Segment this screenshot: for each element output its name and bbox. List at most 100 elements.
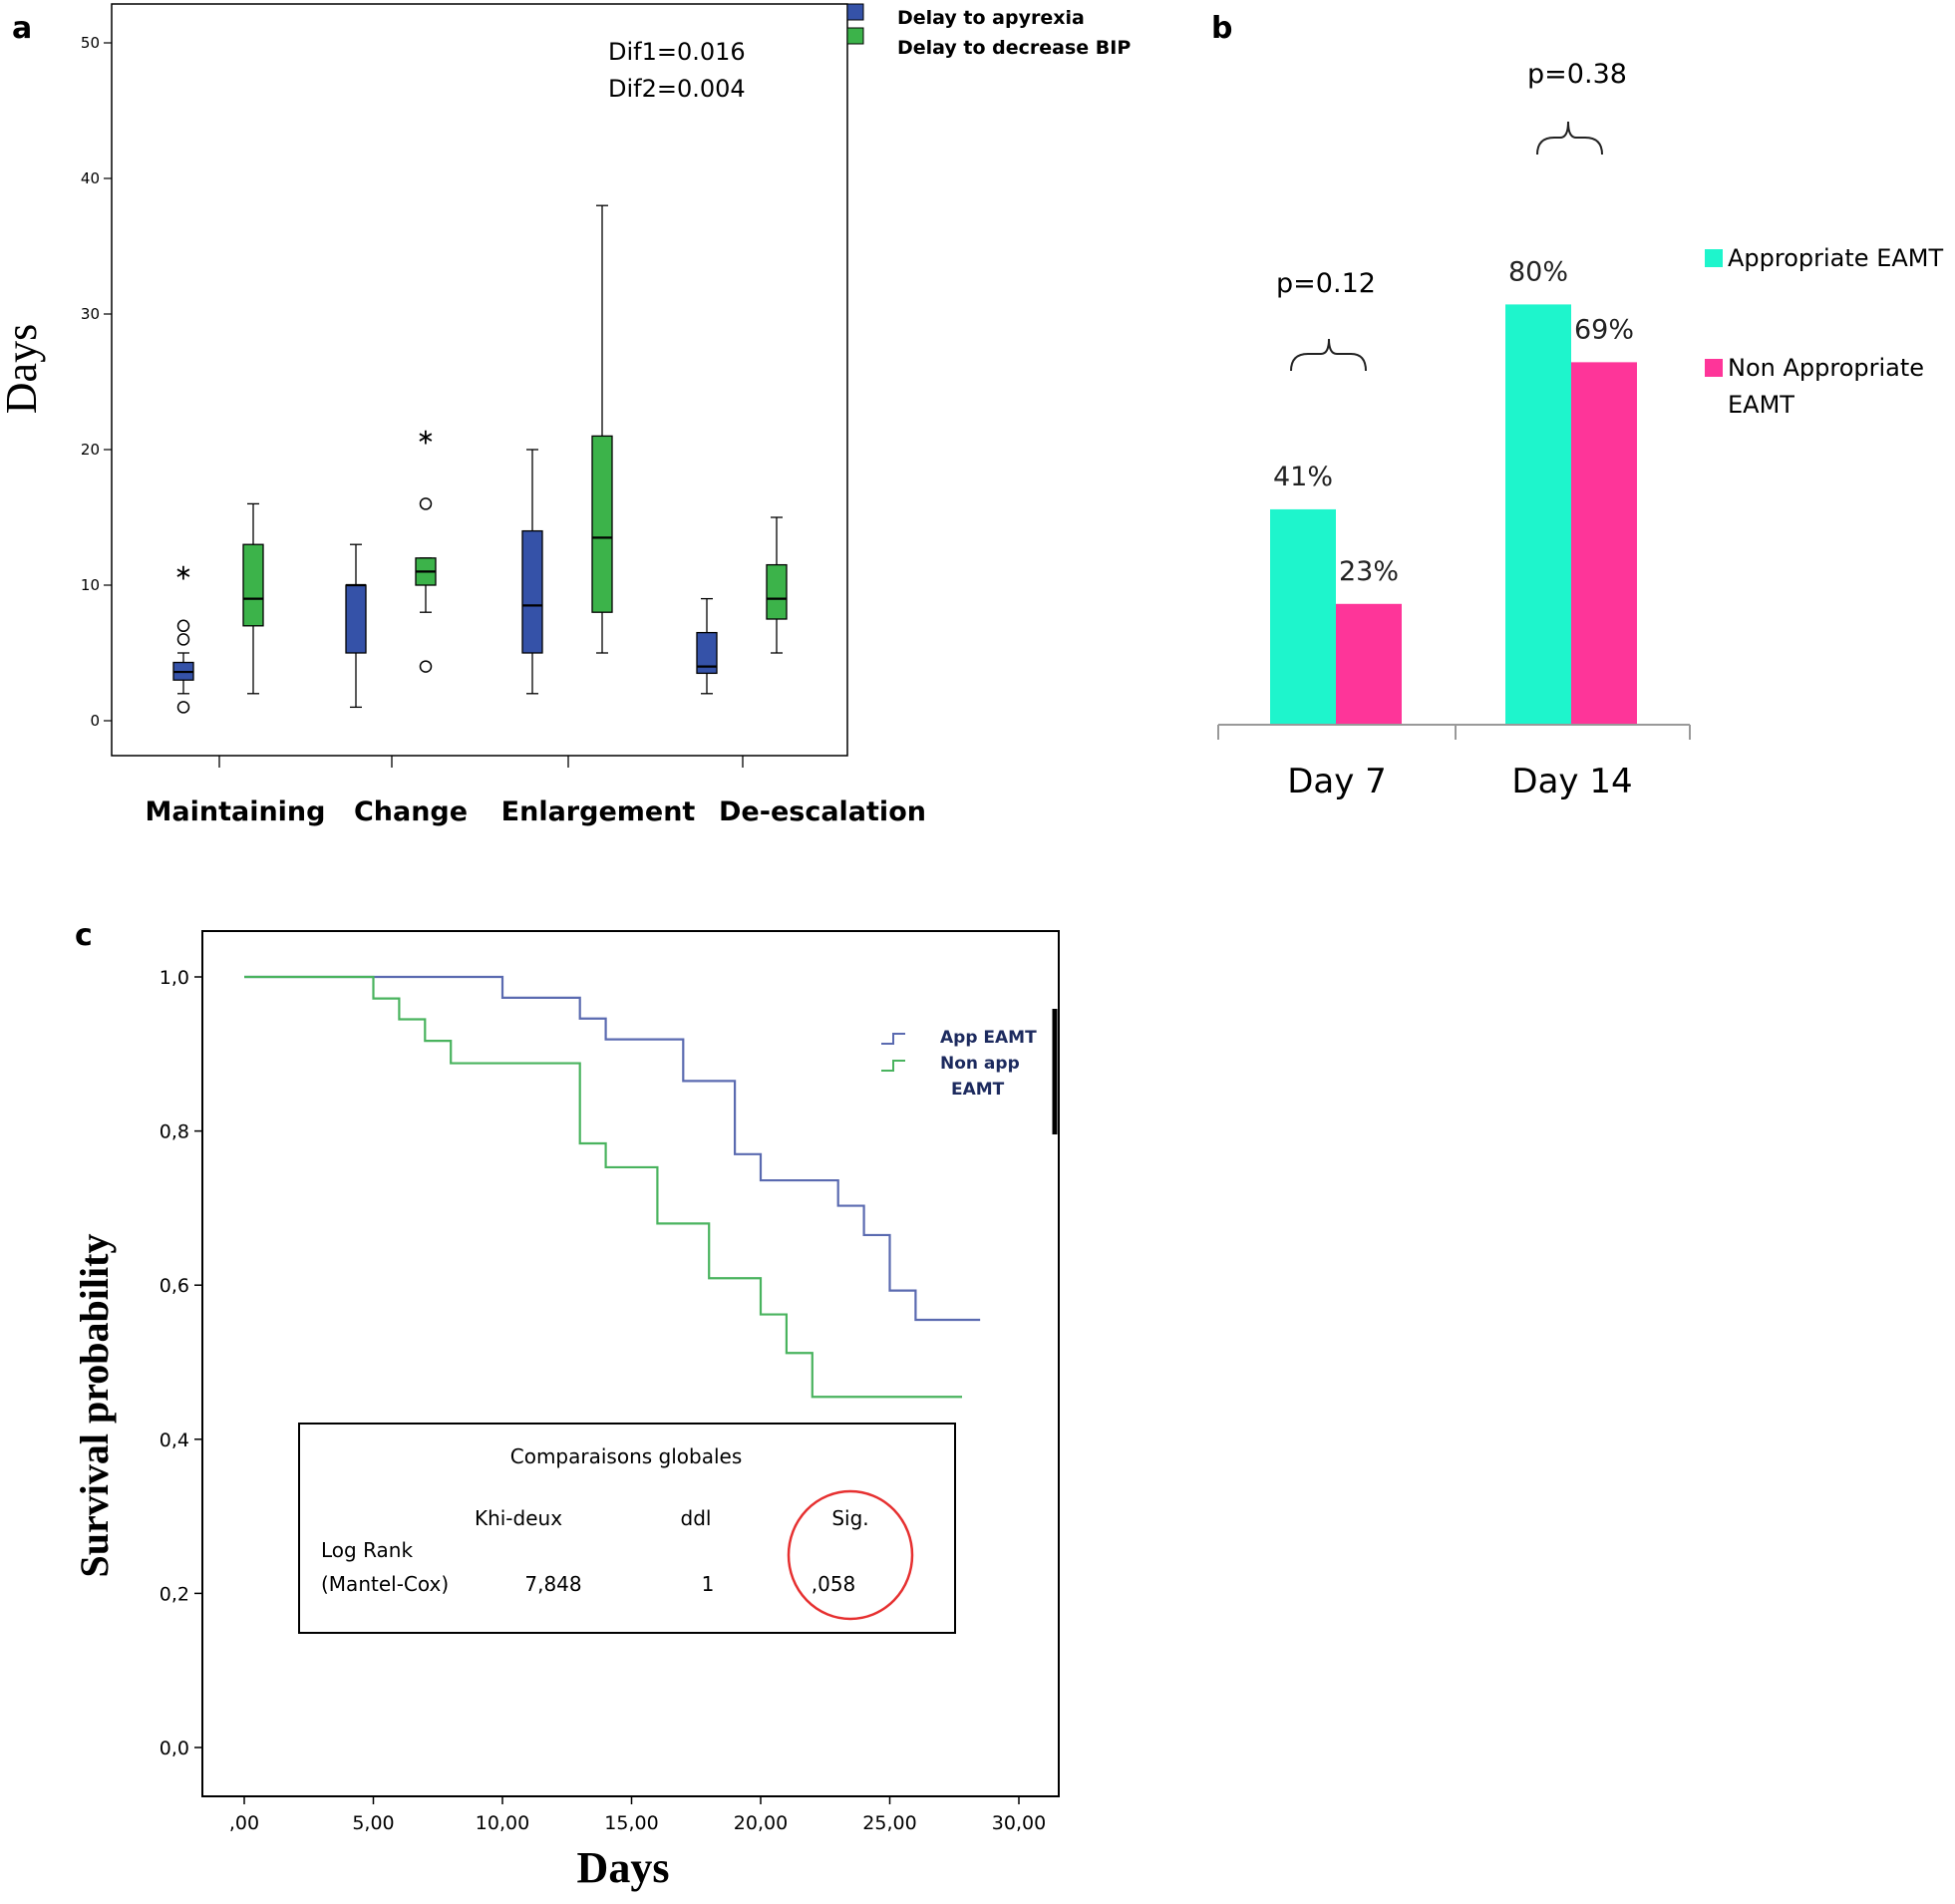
box-outlier xyxy=(176,701,190,714)
legend-swatch-non-appropriate xyxy=(1705,359,1723,377)
pvalue-day7: p=0.12 xyxy=(1276,268,1376,299)
legend-label-nonapp: Non app xyxy=(940,1054,1020,1074)
bar-value-label: 80% xyxy=(1508,256,1568,287)
survival-curve-nonapp xyxy=(244,975,963,1399)
boxplot-boxes: ∗∗ xyxy=(172,204,788,714)
x-axis-label: Days xyxy=(577,1843,670,1892)
y-tick-label: 20 xyxy=(81,441,100,459)
x-axis-ticks: ,00 5,00 10,00 15,00 20,00 25,00 30,00 xyxy=(229,1796,1046,1834)
box-outlier xyxy=(176,633,190,646)
box-extreme: ∗ xyxy=(174,560,192,585)
legend-swatch-app xyxy=(881,1033,905,1045)
brace-day14 xyxy=(1536,121,1603,156)
x-category-label: De-escalation xyxy=(719,796,926,827)
panel-label-b: b xyxy=(1211,11,1232,46)
bar-value-label: 41% xyxy=(1273,462,1333,492)
legend-label-nonapp-2: EAMT xyxy=(951,1080,1005,1100)
y-tick-label: 0,4 xyxy=(160,1429,189,1451)
bar-appropriate-0 xyxy=(1270,508,1336,725)
brace-day7 xyxy=(1290,338,1367,372)
box-extreme: ∗ xyxy=(417,425,435,450)
y-tick-label: 0,6 xyxy=(160,1275,189,1297)
box-iqr xyxy=(766,563,788,620)
stats-value-sig: ,058 xyxy=(812,1572,856,1596)
box-iqr xyxy=(242,543,264,627)
legend-label-app: App EAMT xyxy=(940,1028,1037,1048)
stats-value-khi: 7,848 xyxy=(524,1572,581,1596)
box-outlier xyxy=(419,660,433,673)
stats-header-ddl: ddl xyxy=(681,1506,712,1530)
box-enlargement-apyrexia xyxy=(521,449,543,695)
box-change-bip: ∗ xyxy=(415,425,437,673)
legend-swatch-appropriate xyxy=(1705,249,1723,267)
x-category-label: Enlargement xyxy=(501,796,696,827)
legend-label-non-appropriate: Non Appropriate xyxy=(1728,354,1924,382)
x-axis-categories: Maintaining Change Enlargement De-escalatio… xyxy=(146,756,926,827)
box-outlier xyxy=(419,497,433,510)
pvalue-day14: p=0.38 xyxy=(1527,59,1627,90)
sig-highlight-circle xyxy=(787,1489,914,1621)
y-tick-label: 0,0 xyxy=(160,1738,189,1759)
x-tick-label: 20,00 xyxy=(734,1812,788,1834)
survival-curve-app xyxy=(244,975,981,1322)
stats-row-label-1: Log Rank xyxy=(321,1538,413,1562)
stats-value-ddl: 1 xyxy=(702,1572,715,1596)
box-de-escalation-apyrexia xyxy=(696,597,718,695)
box-enlargement-bip xyxy=(591,204,613,654)
stats-table-title: Comparaisons globales xyxy=(510,1444,743,1468)
box-outlier xyxy=(176,619,190,633)
y-tick-label: 40 xyxy=(81,169,100,187)
bar-non-appropriate-0 xyxy=(1336,603,1402,725)
y-axis-ticks: 0,0 0,2 0,4 0,6 0,8 1,0 xyxy=(160,967,202,1759)
legend-label-bip: Delay to decrease BIP xyxy=(897,37,1131,59)
x-tick-label: 15,00 xyxy=(604,1812,658,1834)
panel-a-boxplot: 0 10 20 30 40 50 Days Dif1=0.016 Dif2=0.004 D… xyxy=(0,3,1131,827)
legend-label-non-appropriate-2: EAMT xyxy=(1728,391,1794,419)
panel-label-a: a xyxy=(12,11,32,46)
legend-swatch-bip xyxy=(846,27,864,45)
legend-swatch-nonapp xyxy=(881,1060,905,1072)
x-category-label: Maintaining xyxy=(146,796,326,827)
y-tick-label: 10 xyxy=(81,576,100,594)
y-axis-ticks: 0 10 20 30 40 50 xyxy=(81,34,112,730)
legend-label-appropriate: Appropriate EAMT xyxy=(1728,244,1943,272)
plot-frame xyxy=(111,3,848,757)
y-tick-label: 1,0 xyxy=(160,967,189,989)
plot-frame xyxy=(201,930,1060,1797)
x-tick-label: 5,00 xyxy=(352,1812,394,1834)
bar-value-label: 69% xyxy=(1574,314,1634,345)
y-axis-label: Survival probability xyxy=(72,1234,117,1578)
legend-label-apyrexia: Delay to apyrexia xyxy=(897,7,1085,29)
bar-appropriate-1 xyxy=(1505,304,1571,725)
x-tick-label: ,00 xyxy=(229,1812,259,1834)
survival-curves xyxy=(244,975,981,1399)
stats-table xyxy=(298,1423,956,1634)
bar-non-appropriate-1 xyxy=(1571,362,1637,725)
annotation-dif1: Dif1=0.016 xyxy=(608,38,746,66)
box-iqr xyxy=(696,631,718,675)
y-tick-label: 0,2 xyxy=(160,1583,189,1605)
box-iqr xyxy=(521,529,543,654)
y-axis-label: Days xyxy=(0,324,46,414)
panel-c-survival: 0,0 0,2 0,4 0,6 0,8 1,0 ,00 5,00 10,00 15,00 20,0… xyxy=(72,930,1060,1892)
stats-header-khi: Khi-deux xyxy=(475,1506,562,1530)
y-tick-label: 0,8 xyxy=(160,1121,189,1143)
x-tick-label: 30,00 xyxy=(992,1812,1046,1834)
box-de-escalation-bip xyxy=(766,516,788,654)
stats-row-label-2: (Mantel-Cox) xyxy=(321,1572,449,1596)
x-tick-label: 25,00 xyxy=(862,1812,916,1834)
panel-b-barchart: 41%80%23%69% Day 7 Day 14 p=0.12 p=0.38 … xyxy=(1217,59,1943,801)
y-tick-label: 0 xyxy=(90,712,100,730)
panel-label-c: c xyxy=(75,918,93,953)
y-tick-label: 50 xyxy=(81,34,100,52)
x-category-day14: Day 14 xyxy=(1511,762,1632,801)
stats-header-sig: Sig. xyxy=(831,1506,868,1530)
box-maintaining-bip xyxy=(242,502,264,695)
box-maintaining-apyrexia: ∗ xyxy=(172,560,194,714)
bars: 41% 80% 23% 69% xyxy=(1270,256,1637,725)
annotation-dif2: Dif2=0.004 xyxy=(608,75,746,103)
y-tick-label: 30 xyxy=(81,305,100,323)
bar-value-label: 23% xyxy=(1339,556,1399,587)
x-tick-label: 10,00 xyxy=(476,1812,529,1834)
